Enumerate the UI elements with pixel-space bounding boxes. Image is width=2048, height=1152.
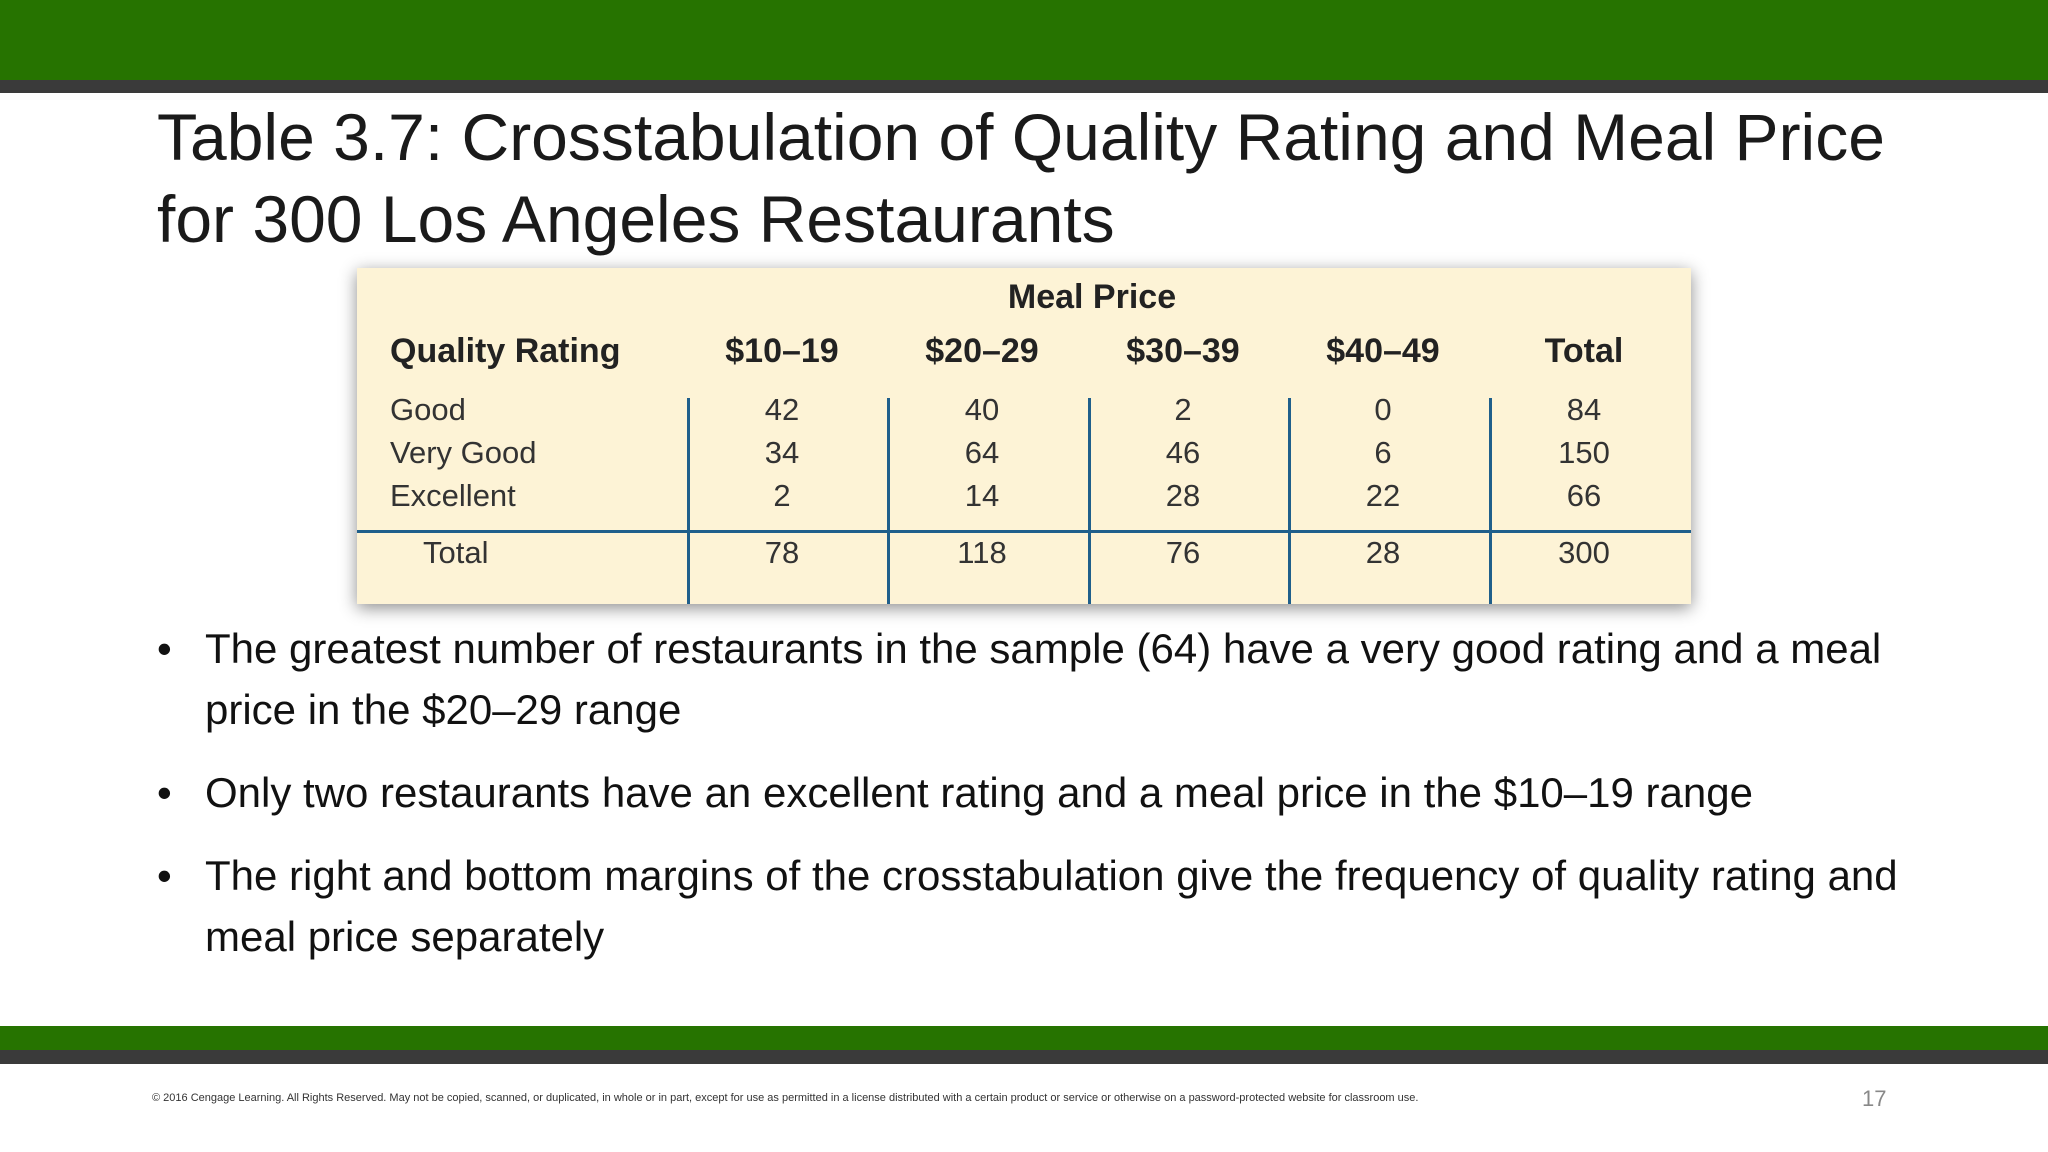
table-cell: 84 [1566, 392, 1602, 427]
table-cell: 78 [764, 535, 800, 570]
crosstab-table: Meal Price Quality Rating $10–19 $20–29 … [357, 268, 1691, 604]
column-divider [687, 398, 690, 604]
bullet-dot-icon: • [157, 852, 172, 899]
total-divider [357, 530, 1691, 533]
copyright-footer: © 2016 Cengage Learning. All Rights Rese… [152, 1092, 1419, 1104]
bullet-item: • Only two restaurants have an excellent… [157, 762, 1937, 823]
table-cell: 0 [1374, 392, 1392, 427]
col-header-20-29: $20–29 [925, 332, 1039, 370]
meal-price-header: Meal Price [1007, 278, 1177, 316]
bullet-item: • The right and bottom margins of the cr… [157, 845, 1937, 967]
table-cell: 28 [1365, 535, 1401, 570]
table-cell: 34 [764, 435, 800, 470]
col-header-10-19: $10–19 [725, 332, 839, 370]
bullet-dot-icon: • [157, 625, 172, 672]
row-label-very-good: Very Good [390, 435, 537, 470]
col-header-30-39: $30–39 [1126, 332, 1240, 370]
table-cell: 76 [1165, 535, 1201, 570]
bullet-dot-icon: • [157, 769, 172, 816]
top-green-band [0, 0, 2048, 80]
table-cell: 2 [773, 478, 791, 513]
row-label-excellent: Excellent [390, 478, 516, 513]
col-header-total: Total [1544, 332, 1624, 370]
bullet-text: Only two restaurants have an excellent r… [205, 769, 1753, 816]
bullet-text: The right and bottom margins of the cros… [205, 852, 1898, 960]
bullet-text: The greatest number of restaurants in th… [205, 625, 1882, 733]
table-cell: 40 [964, 392, 1000, 427]
table-cell: 150 [1558, 435, 1610, 470]
table-cell: 2 [1174, 392, 1192, 427]
top-gray-band [0, 80, 2048, 93]
page-number: 17 [1862, 1086, 1887, 1111]
col-header-40-49: $40–49 [1326, 332, 1440, 370]
table-cell: 118 [957, 535, 1007, 570]
column-divider [1489, 398, 1492, 604]
bottom-gray-band [0, 1050, 2048, 1064]
column-divider [887, 398, 890, 604]
row-label-good: Good [390, 392, 466, 427]
table-cell: 66 [1566, 478, 1602, 513]
column-divider [1288, 398, 1291, 604]
quality-rating-header: Quality Rating [390, 332, 621, 370]
table-cell: 64 [964, 435, 1000, 470]
bullet-item: • The greatest number of restaurants in … [157, 618, 1937, 740]
table-cell: 22 [1365, 478, 1401, 513]
table-cell: 14 [964, 478, 1000, 513]
row-label-total: Total [423, 535, 489, 570]
table-cell: 300 [1558, 535, 1610, 570]
table-cell: 42 [764, 392, 800, 427]
column-divider [1088, 398, 1091, 604]
bottom-green-band [0, 1026, 2048, 1050]
slide-title: Table 3.7: Crosstabulation of Quality Ra… [157, 100, 1885, 256]
table-cell: 46 [1165, 435, 1201, 470]
bullet-list: • The greatest number of restaurants in … [157, 618, 1937, 989]
table-cell: 6 [1374, 435, 1392, 470]
table-cell: 28 [1165, 478, 1201, 513]
